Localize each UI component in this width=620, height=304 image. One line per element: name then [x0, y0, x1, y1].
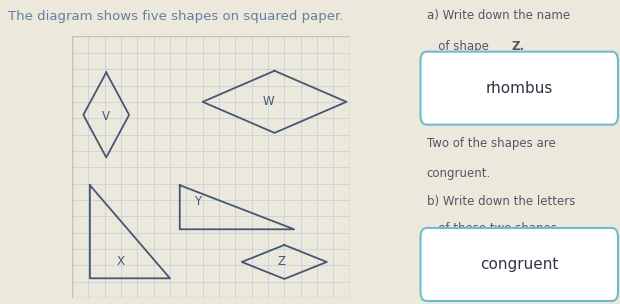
FancyBboxPatch shape — [420, 228, 618, 301]
Text: Z.: Z. — [511, 40, 525, 53]
Text: b) Write down the letters: b) Write down the letters — [427, 195, 575, 208]
Text: Y: Y — [194, 195, 202, 208]
Text: X: X — [117, 255, 125, 268]
Text: Z: Z — [277, 255, 285, 268]
Text: V: V — [102, 110, 110, 123]
FancyBboxPatch shape — [420, 52, 618, 125]
Text: congruent: congruent — [480, 257, 559, 272]
Text: The diagram shows five shapes on squared paper.: The diagram shows five shapes on squared… — [9, 10, 344, 23]
Text: rhombus: rhombus — [485, 81, 553, 96]
Text: Two of the shapes are: Two of the shapes are — [427, 137, 556, 150]
Text: of these two shapes.: of these two shapes. — [427, 222, 560, 235]
Text: a) Write down the name: a) Write down the name — [427, 9, 570, 22]
Text: W: W — [262, 95, 274, 108]
Text: of shape: of shape — [427, 40, 492, 53]
Text: congruent.: congruent. — [427, 167, 491, 180]
